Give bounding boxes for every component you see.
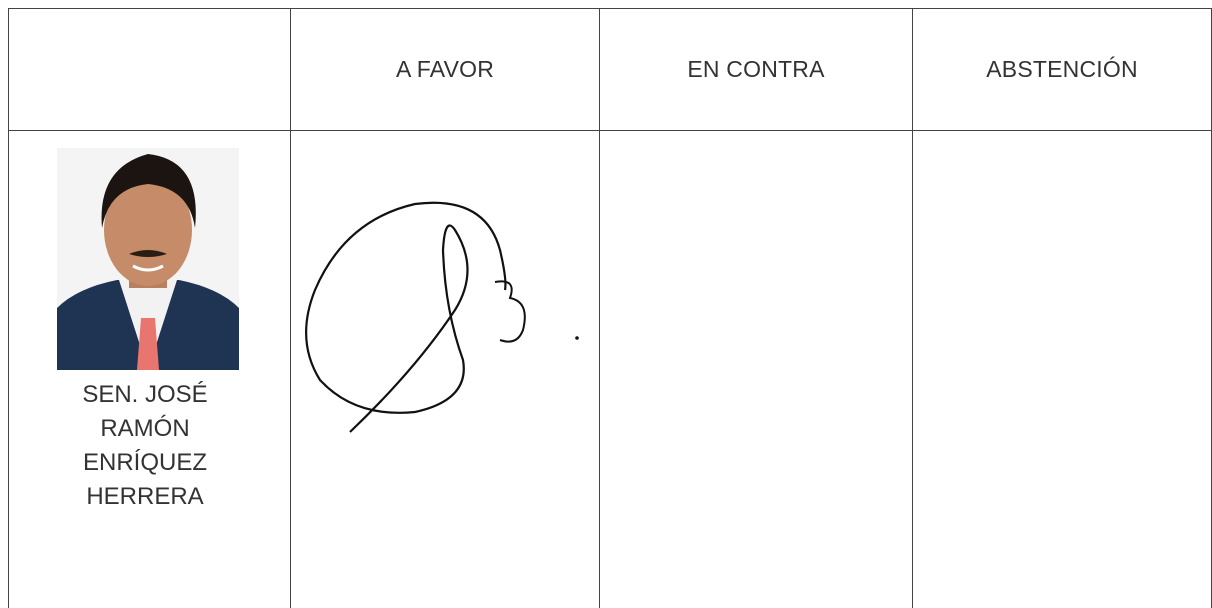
vote-cell xyxy=(912,130,1212,608)
senator-photo xyxy=(57,148,239,370)
corner-cell xyxy=(8,8,290,130)
senator-cell xyxy=(8,130,290,608)
vote-cell xyxy=(290,130,599,608)
signature xyxy=(305,201,579,433)
senator-name: SEN. JOSÉ RAMÓN ENRÍQUEZ HERRERA xyxy=(82,381,208,510)
column-header: ABSTENCIÓN xyxy=(912,8,1212,130)
vote-cell xyxy=(599,130,912,608)
column-header: A FAVOR xyxy=(290,8,599,130)
column-header: EN CONTRA xyxy=(599,8,912,130)
